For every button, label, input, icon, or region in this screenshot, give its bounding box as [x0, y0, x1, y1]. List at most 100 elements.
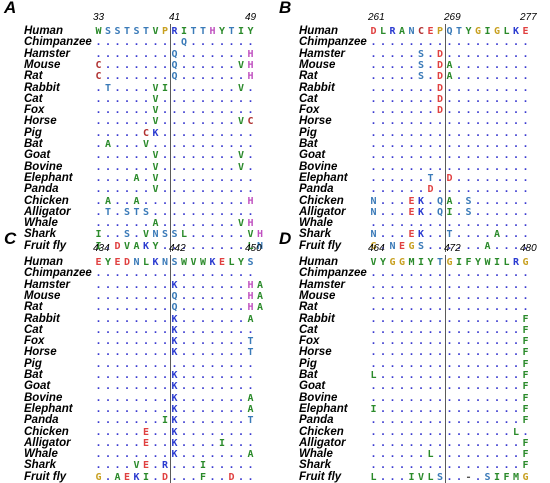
- species-label: Rat: [299, 301, 318, 314]
- residue: .: [237, 184, 245, 196]
- residue: .: [209, 268, 216, 280]
- residue: .: [493, 449, 501, 461]
- residue: .: [474, 336, 482, 348]
- residue: .: [95, 82, 102, 94]
- residue: .: [218, 347, 226, 359]
- residue: Y: [152, 240, 159, 252]
- residue: .: [123, 218, 131, 230]
- position-number: 480: [520, 243, 537, 254]
- residue: .: [218, 48, 226, 60]
- residue: -: [465, 471, 472, 483]
- residue: .: [512, 82, 520, 94]
- residue: .: [389, 172, 396, 184]
- residue: .: [493, 218, 501, 230]
- residue: D: [370, 26, 377, 37]
- residue: .: [199, 437, 207, 449]
- residue: .: [417, 218, 425, 230]
- residue: .: [503, 218, 510, 230]
- residue: .: [180, 268, 188, 280]
- residue: .: [436, 116, 444, 128]
- residue: .: [209, 116, 216, 128]
- residue: .: [180, 403, 188, 415]
- residue: .: [455, 240, 463, 252]
- residue: A: [152, 218, 159, 230]
- residue: .: [389, 127, 396, 139]
- residue: S: [123, 229, 131, 241]
- residue: .: [389, 302, 396, 314]
- residue: .: [209, 437, 216, 449]
- residue: I: [408, 471, 415, 483]
- species-label: Fox: [299, 104, 320, 117]
- residue: .: [228, 347, 235, 359]
- residue: .: [417, 172, 425, 184]
- residue: V: [123, 240, 131, 252]
- residue: .: [247, 437, 254, 449]
- residue: .: [199, 206, 207, 218]
- residue: .: [237, 471, 245, 483]
- residue: .: [455, 218, 463, 230]
- residue: .: [199, 347, 207, 359]
- residue: L: [379, 26, 387, 37]
- residue: .: [218, 184, 226, 196]
- residue: .: [247, 381, 254, 393]
- residue: .: [152, 347, 159, 359]
- residue: .: [142, 48, 150, 60]
- residue: .: [237, 324, 245, 336]
- residue: .: [237, 127, 245, 139]
- residue: .: [95, 370, 102, 381]
- residue: .: [512, 358, 520, 370]
- residue: .: [436, 139, 444, 150]
- residue: .: [161, 426, 169, 438]
- residue: E: [142, 437, 150, 449]
- residue: G: [398, 257, 406, 268]
- residue: .: [152, 37, 159, 49]
- residue: Y: [427, 257, 434, 268]
- residue: .: [95, 336, 102, 348]
- residue: .: [190, 127, 197, 139]
- residue: G: [474, 26, 482, 37]
- residue: .: [446, 161, 453, 173]
- residue: F: [522, 347, 529, 359]
- residue: .: [237, 336, 245, 348]
- residue: .: [417, 127, 425, 139]
- residue: .: [398, 48, 406, 60]
- species-label: Alligator: [299, 205, 346, 218]
- residue: K: [142, 240, 150, 252]
- residue: .: [370, 127, 377, 139]
- residue: I: [161, 82, 169, 94]
- residue: .: [455, 184, 463, 196]
- residue: .: [370, 313, 377, 325]
- residue: .: [95, 415, 102, 427]
- species-label: Panda: [299, 414, 334, 427]
- residue: N: [161, 257, 169, 268]
- residue: .: [370, 324, 377, 336]
- residue: .: [95, 195, 102, 207]
- residue: .: [484, 71, 491, 83]
- residue: .: [190, 426, 197, 438]
- residue: .: [237, 229, 245, 241]
- residue: .: [484, 172, 491, 184]
- residue: .: [218, 37, 226, 49]
- residue: .: [474, 358, 482, 370]
- residue: .: [114, 302, 121, 314]
- residue: L: [180, 229, 188, 241]
- residue: .: [123, 37, 131, 49]
- species-label: Mouse: [24, 58, 61, 71]
- residue: S: [465, 195, 472, 207]
- residue: .: [133, 127, 140, 139]
- residue: .: [389, 93, 396, 105]
- residue: .: [228, 392, 235, 404]
- residue: .: [398, 324, 406, 336]
- residue: .: [493, 150, 501, 162]
- residue: .: [190, 184, 197, 196]
- residue: G: [408, 240, 415, 252]
- residue: .: [180, 161, 188, 173]
- residue: E: [427, 26, 434, 37]
- residue: Q: [171, 71, 178, 83]
- residue: .: [199, 116, 207, 128]
- residue: .: [104, 172, 112, 184]
- residue: .: [455, 195, 463, 207]
- residue: .: [493, 37, 501, 49]
- residue: .: [104, 161, 112, 173]
- residue: .: [133, 415, 140, 427]
